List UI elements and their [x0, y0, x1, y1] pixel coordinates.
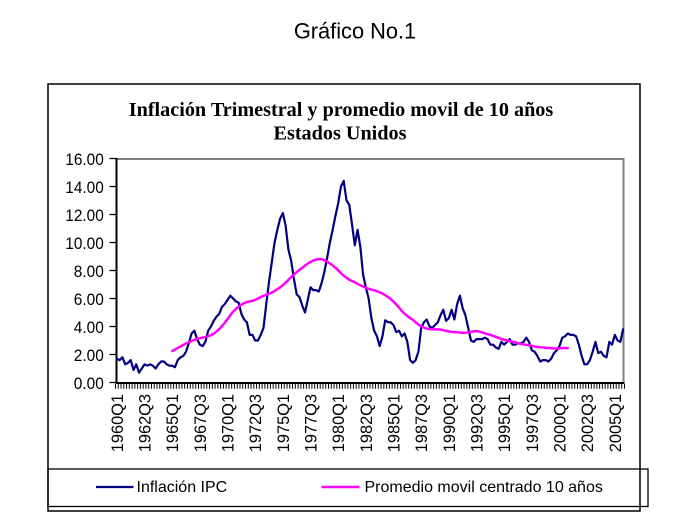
svg-text:1987Q3: 1987Q3: [413, 394, 431, 452]
svg-text:1982Q3: 1982Q3: [358, 394, 376, 452]
svg-text:1990Q1: 1990Q1: [441, 394, 459, 452]
svg-text:Promedio movil centrado 10 año: Promedio movil centrado 10 años: [365, 479, 603, 496]
svg-text:1972Q3: 1972Q3: [247, 394, 265, 452]
svg-text:1962Q3: 1962Q3: [137, 394, 155, 452]
svg-text:1980Q1: 1980Q1: [330, 394, 348, 452]
svg-text:0.00: 0.00: [74, 375, 104, 393]
svg-text:2002Q3: 2002Q3: [579, 394, 597, 452]
svg-text:10.00: 10.00: [65, 235, 104, 253]
svg-text:Inflación Trimestral y promedi: Inflación Trimestral y promedio movil de…: [129, 99, 554, 121]
svg-text:1965Q1: 1965Q1: [164, 394, 182, 452]
svg-text:14.00: 14.00: [65, 179, 104, 197]
svg-text:1985Q1: 1985Q1: [386, 394, 404, 452]
svg-text:1977Q3: 1977Q3: [303, 394, 321, 452]
svg-text:4.00: 4.00: [74, 319, 104, 337]
svg-text:6.00: 6.00: [74, 291, 104, 309]
svg-text:2.00: 2.00: [74, 347, 104, 365]
svg-text:1997Q3: 1997Q3: [524, 394, 542, 452]
svg-text:Inflación IPC: Inflación IPC: [137, 479, 228, 496]
svg-text:12.00: 12.00: [65, 207, 104, 225]
svg-text:8.00: 8.00: [74, 263, 104, 281]
svg-text:2005Q1: 2005Q1: [607, 394, 625, 452]
svg-text:Estados Unidos: Estados Unidos: [274, 122, 407, 144]
svg-text:1970Q1: 1970Q1: [220, 394, 238, 452]
svg-text:1960Q1: 1960Q1: [109, 394, 127, 452]
svg-text:1992Q3: 1992Q3: [469, 394, 487, 452]
svg-text:Gráfico No.1: Gráfico No.1: [294, 18, 416, 43]
svg-text:2000Q1: 2000Q1: [551, 394, 569, 452]
svg-text:1975Q1: 1975Q1: [275, 394, 293, 452]
svg-text:1967Q3: 1967Q3: [192, 394, 210, 452]
svg-text:1995Q1: 1995Q1: [496, 394, 514, 452]
svg-text:16.00: 16.00: [65, 151, 104, 169]
